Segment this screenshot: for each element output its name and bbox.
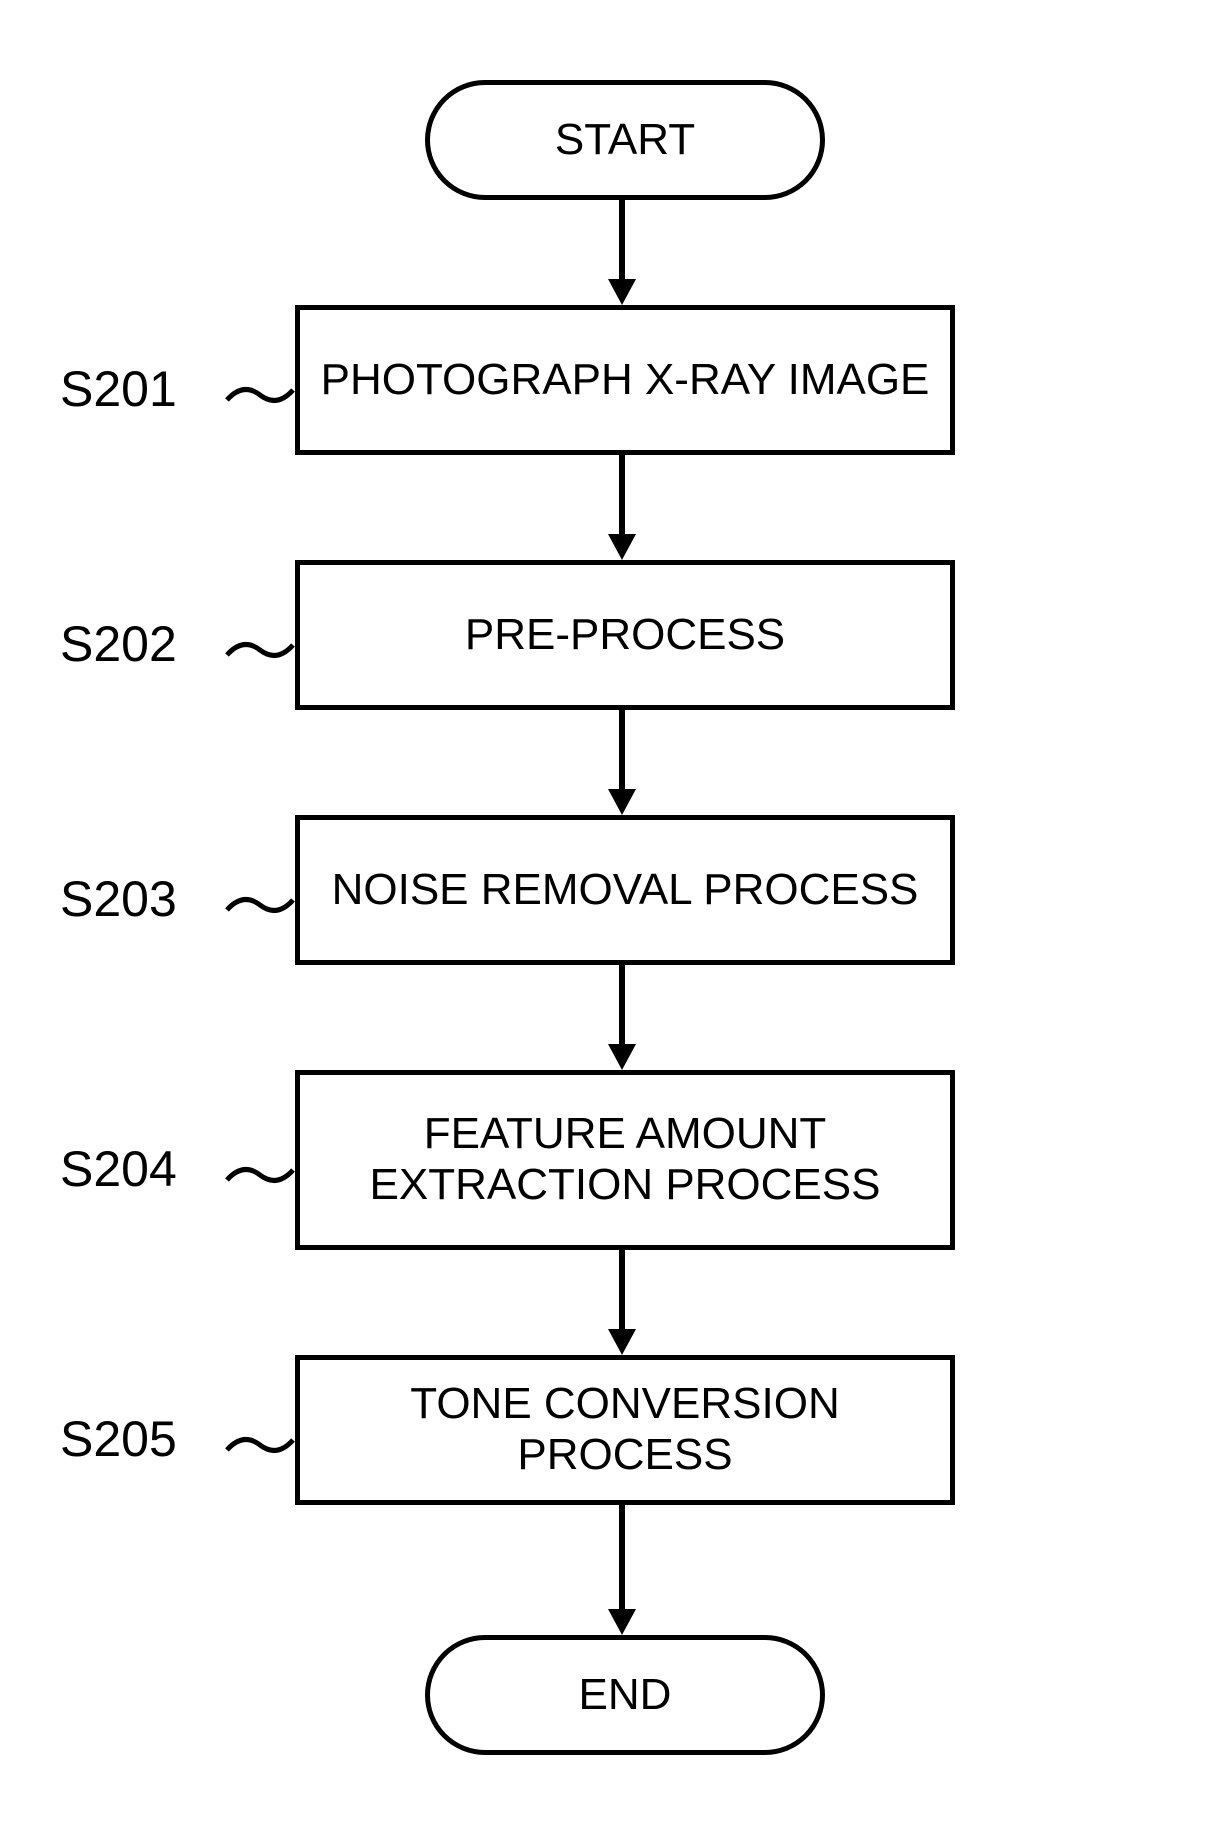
start-label: START [555, 115, 695, 165]
arrowhead-icon [608, 789, 636, 815]
arrowhead-icon [608, 1329, 636, 1355]
process-s202: PRE-PROCESS [295, 560, 955, 710]
step-id-s201: S201 [60, 360, 177, 418]
connector-tilde-icon [225, 890, 295, 920]
arrowhead-icon [608, 1044, 636, 1070]
end-terminal: END [425, 1635, 825, 1755]
connector-tilde-icon [225, 1430, 295, 1460]
process-s205: TONE CONVERSION PROCESS [295, 1355, 955, 1505]
end-label: END [579, 1670, 672, 1720]
flow-connector [619, 1250, 625, 1331]
process-label: PRE-PROCESS [465, 610, 785, 661]
arrowhead-icon [608, 1609, 636, 1635]
flow-connector [619, 200, 625, 281]
step-id-s202: S202 [60, 615, 177, 673]
arrowhead-icon [608, 279, 636, 305]
process-label: TONE CONVERSION PROCESS [300, 1379, 950, 1480]
step-id-s203: S203 [60, 870, 177, 928]
step-id-s205: S205 [60, 1410, 177, 1468]
flow-connector [619, 455, 625, 536]
connector-tilde-icon [225, 1160, 295, 1190]
process-label: NOISE REMOVAL PROCESS [332, 865, 919, 916]
flow-connector [619, 965, 625, 1046]
connector-tilde-icon [225, 635, 295, 665]
process-s204: FEATURE AMOUNTEXTRACTION PROCESS [295, 1070, 955, 1250]
start-terminal: START [425, 80, 825, 200]
process-label: FEATURE AMOUNTEXTRACTION PROCESS [370, 1109, 881, 1210]
connector-tilde-icon [225, 380, 295, 410]
process-label: PHOTOGRAPH X-RAY IMAGE [321, 355, 930, 406]
arrowhead-icon [608, 534, 636, 560]
flowchart-container: START PHOTOGRAPH X-RAY IMAGE PRE-PROCESS… [0, 0, 1231, 1832]
step-id-s204: S204 [60, 1140, 177, 1198]
flow-connector [619, 1505, 625, 1611]
process-s203: NOISE REMOVAL PROCESS [295, 815, 955, 965]
flow-connector [619, 710, 625, 791]
process-s201: PHOTOGRAPH X-RAY IMAGE [295, 305, 955, 455]
